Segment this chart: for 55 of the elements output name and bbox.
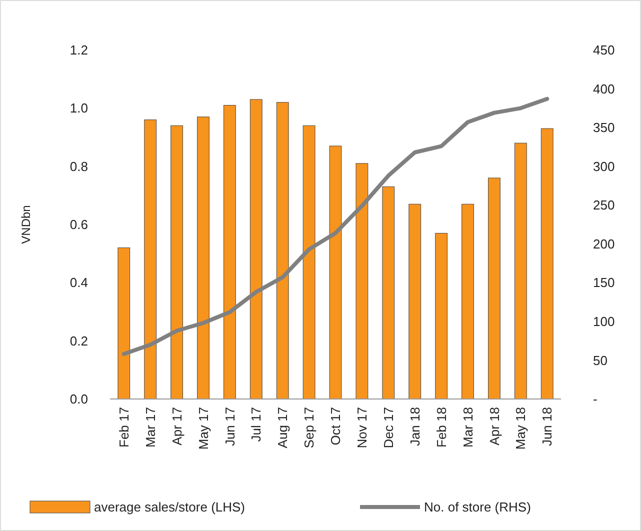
y2-tick-label: 150 bbox=[593, 275, 615, 290]
y2-tick-label: 400 bbox=[593, 81, 615, 96]
y-axis-title: VNDbn bbox=[19, 205, 33, 244]
y-tick-label: 0.6 bbox=[70, 217, 88, 232]
x-tick-label: Dec 17 bbox=[380, 407, 396, 448]
x-tick-label: Mar 18 bbox=[460, 407, 476, 448]
x-tick-label: Feb 18 bbox=[434, 407, 449, 448]
y2-tick-label: 350 bbox=[593, 120, 615, 136]
bar bbox=[462, 204, 474, 400]
y2-tick-label: 450 bbox=[593, 42, 615, 58]
x-tick-label: May 18 bbox=[513, 407, 528, 450]
y-tick-label: 0.2 bbox=[70, 333, 88, 348]
legend-label: average sales/store (LHS) bbox=[94, 500, 246, 515]
bar bbox=[488, 178, 500, 400]
bar bbox=[276, 102, 289, 400]
x-tick-label: Aug 17 bbox=[275, 407, 290, 448]
bar bbox=[170, 125, 183, 400]
x-tick-label: Mar 17 bbox=[142, 407, 158, 448]
y2-tick-label: 300 bbox=[593, 158, 615, 174]
x-tick-label: Oct 17 bbox=[328, 407, 344, 446]
bar bbox=[118, 248, 130, 400]
line-series bbox=[122, 96, 550, 356]
bar bbox=[540, 128, 554, 400]
x-tick-label: Apr 18 bbox=[486, 407, 502, 446]
y-tick-label: 1.2 bbox=[70, 42, 88, 58]
bar bbox=[514, 142, 527, 400]
y-tick-label: 0.0 bbox=[70, 392, 88, 407]
y-tick-label: 1.0 bbox=[70, 100, 88, 116]
y2-tick-label: 100 bbox=[593, 314, 615, 329]
bar bbox=[329, 146, 342, 400]
legend-label: No. of store (RHS) bbox=[424, 500, 531, 515]
x-tick-label: Jul 17 bbox=[248, 407, 264, 442]
bar bbox=[144, 120, 157, 400]
x-tick-label: Apr 17 bbox=[169, 407, 184, 446]
y2-tick-label: 50 bbox=[593, 352, 608, 368]
x-tick-label: Jan 18 bbox=[407, 407, 422, 446]
x-tick-label: May 17 bbox=[196, 407, 211, 450]
y2-tick-label: 200 bbox=[593, 236, 615, 252]
bar bbox=[197, 116, 210, 400]
x-tick-label: Jun 17 bbox=[222, 407, 238, 446]
y2-tick-label: - bbox=[593, 392, 598, 407]
x-tick-label: Feb 17 bbox=[116, 407, 132, 448]
bar bbox=[250, 99, 262, 400]
bar bbox=[356, 163, 368, 400]
bar bbox=[408, 204, 422, 400]
y-tick-label: 0.4 bbox=[70, 275, 88, 290]
x-tick-label: Jun 18 bbox=[540, 407, 555, 446]
bar bbox=[302, 125, 316, 400]
bar bbox=[382, 186, 395, 400]
x-tick-label: Nov 17 bbox=[354, 407, 370, 448]
x-tick-label: Sep 17 bbox=[302, 407, 317, 448]
bar bbox=[223, 105, 236, 400]
y2-tick-label: 250 bbox=[593, 198, 615, 213]
y-tick-label: 0.8 bbox=[70, 158, 88, 174]
bar bbox=[435, 232, 448, 400]
